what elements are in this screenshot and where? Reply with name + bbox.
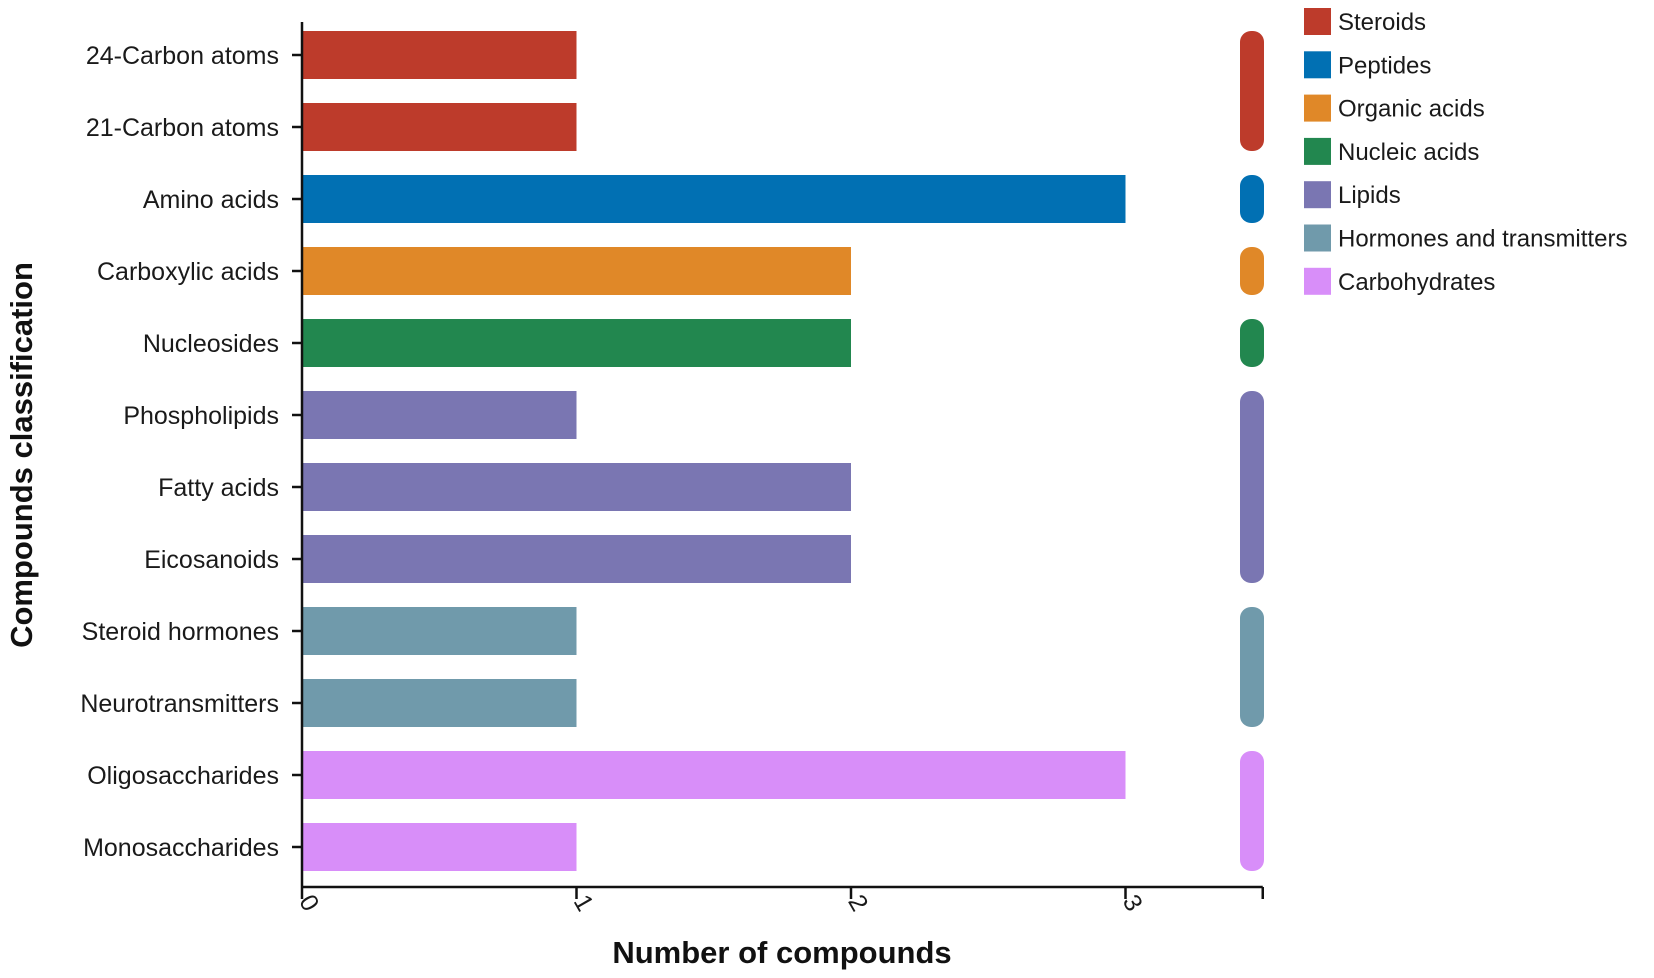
legend-label-1: Peptides bbox=[1338, 52, 1431, 79]
group-strip-2 bbox=[1240, 247, 1264, 295]
bar-1 bbox=[302, 103, 577, 151]
legend: Steroids Peptides Organic acids Nucleic aci… bbox=[1304, 8, 1627, 296]
x-tick-label-3: 3 bbox=[1117, 890, 1148, 916]
x-axis-title: Number of compounds bbox=[612, 935, 951, 970]
category-labels: 24-Carbon atoms 21-Carbon atoms Amino acid… bbox=[80, 42, 302, 862]
bar-3 bbox=[302, 247, 851, 295]
group-strip-1 bbox=[1240, 175, 1264, 223]
category-label-5: Phospholipids bbox=[123, 402, 279, 430]
legend-label-5: Hormones and transmitters bbox=[1338, 226, 1627, 253]
y-axis-title: Compounds classification bbox=[4, 262, 39, 648]
category-label-10: Oligosaccharides bbox=[87, 762, 279, 790]
x-tick-label-1: 1 bbox=[568, 890, 599, 916]
category-label-9: Neurotransmitters bbox=[80, 690, 279, 718]
legend-label-3: Nucleic acids bbox=[1338, 139, 1479, 166]
category-label-8: Steroid hormones bbox=[82, 618, 279, 646]
bar-11 bbox=[302, 823, 577, 871]
bar-4 bbox=[302, 319, 851, 367]
x-tick-label-2: 2 bbox=[842, 890, 873, 916]
legend-swatch-1 bbox=[1304, 51, 1331, 79]
legend-swatch-4 bbox=[1304, 181, 1331, 209]
category-label-2: Amino acids bbox=[143, 186, 279, 214]
category-label-4: Nucleosides bbox=[143, 330, 279, 358]
group-strip-3 bbox=[1240, 319, 1264, 367]
category-label-7: Eicosanoids bbox=[144, 546, 279, 574]
category-label-11: Monosaccharides bbox=[83, 834, 279, 862]
x-axis-ticks: 0 1 2 3 bbox=[293, 887, 1264, 916]
legend-label-2: Organic acids bbox=[1338, 96, 1485, 123]
group-strip-5 bbox=[1240, 607, 1264, 727]
group-strip-6 bbox=[1240, 751, 1264, 871]
bar-9 bbox=[302, 679, 577, 727]
legend-swatch-6 bbox=[1304, 267, 1331, 295]
category-label-6: Fatty acids bbox=[158, 474, 279, 502]
bar-7 bbox=[302, 535, 851, 583]
bar-5 bbox=[302, 391, 577, 439]
bar-2 bbox=[302, 175, 1126, 223]
legend-label-4: Lipids bbox=[1338, 182, 1401, 209]
bar-10 bbox=[302, 751, 1126, 799]
legend-swatch-5 bbox=[1304, 224, 1331, 252]
group-strip-0 bbox=[1240, 31, 1264, 151]
category-label-0: 24-Carbon atoms bbox=[86, 42, 279, 70]
category-label-1: 21-Carbon atoms bbox=[86, 114, 279, 142]
category-label-3: Carboxylic acids bbox=[97, 258, 279, 286]
legend-label-6: Carbohydrates bbox=[1338, 269, 1495, 296]
bars-group bbox=[302, 31, 1126, 871]
x-tick-label-0: 0 bbox=[293, 890, 324, 916]
bar-8 bbox=[302, 607, 577, 655]
legend-swatch-3 bbox=[1304, 137, 1331, 165]
group-strip-4 bbox=[1240, 391, 1264, 583]
legend-swatch-2 bbox=[1304, 94, 1331, 122]
group-strips bbox=[1240, 31, 1264, 871]
bar-0 bbox=[302, 31, 577, 79]
bar-6 bbox=[302, 463, 851, 511]
legend-swatch-0 bbox=[1304, 8, 1331, 35]
legend-label-0: Steroids bbox=[1338, 9, 1426, 36]
